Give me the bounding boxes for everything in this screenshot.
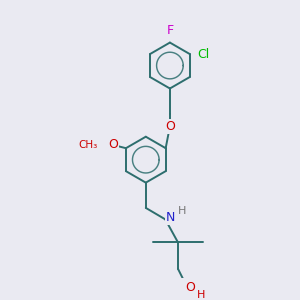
Text: F: F [166, 24, 173, 37]
Text: Cl: Cl [197, 48, 210, 61]
Text: N: N [166, 211, 176, 224]
Text: H: H [178, 206, 186, 216]
Text: O: O [186, 281, 196, 294]
Text: CH₃: CH₃ [78, 140, 98, 150]
Text: O: O [165, 120, 175, 133]
Text: H: H [197, 290, 206, 300]
Text: O: O [108, 139, 118, 152]
